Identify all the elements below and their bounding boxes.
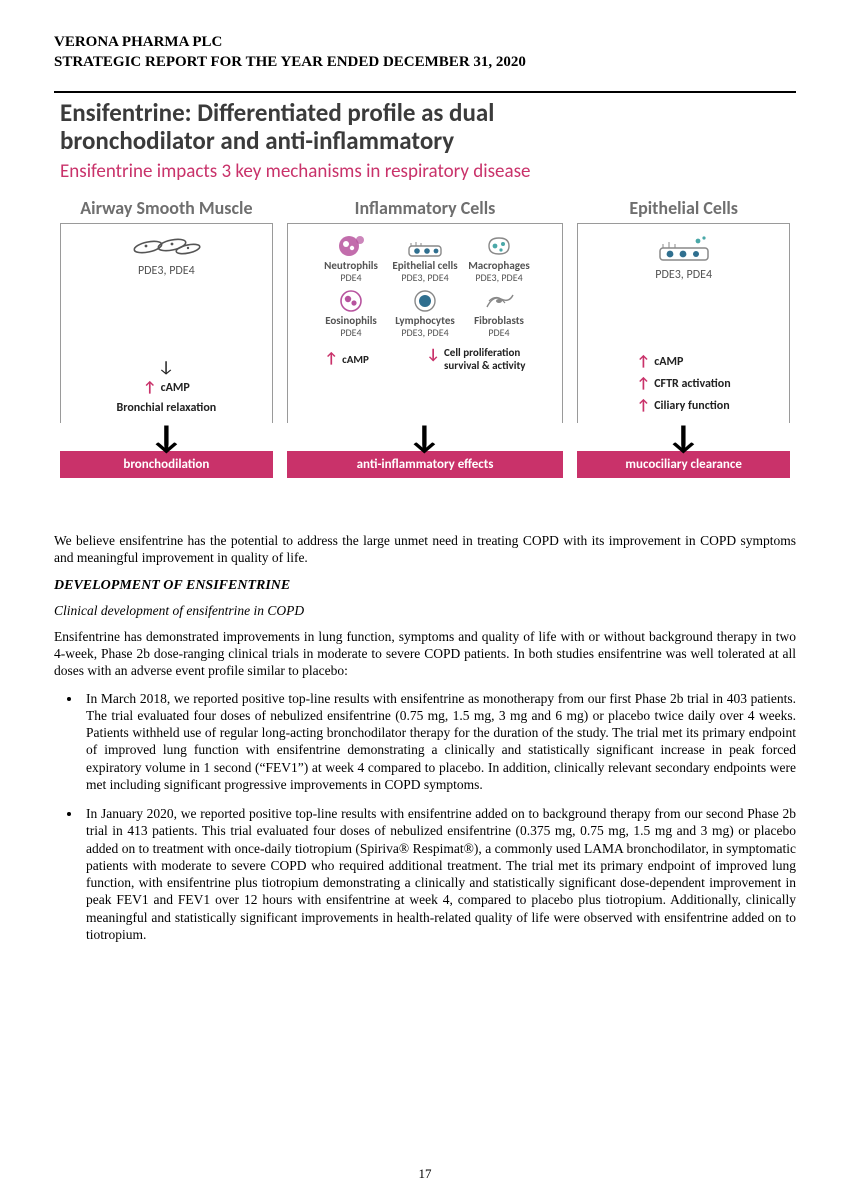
macrophages-item: Macrophages PDE3, PDE4 xyxy=(466,234,532,283)
col-title: Epithelial Cells xyxy=(629,197,738,219)
epithelial-icon xyxy=(407,234,443,258)
infographic-title: Ensifentrine: Differentiated profile as … xyxy=(60,99,790,157)
cell-row-2: Eosinophils PDE4 Lymphocytes PDE3, PDE4 … xyxy=(318,289,532,338)
infographic-subtitle: Ensifentrine impacts 3 key mechanisms in… xyxy=(60,160,790,183)
section-subheading: Clinical development of ensifentrine in … xyxy=(54,602,796,619)
col-airway-smooth-muscle: Airway Smooth Muscle PDE3, PDE4 ↓ xyxy=(60,197,273,478)
col-frame: PDE3, PDE4 ↓ ↑ cAMP Bronchial relaxation xyxy=(60,223,273,423)
fibroblasts-item: Fibroblasts PDE4 xyxy=(466,289,532,338)
fibroblast-icon xyxy=(483,289,515,313)
big-down-arrow-icon: ↓ xyxy=(666,428,701,448)
big-down-arrow-icon: ↓ xyxy=(407,428,442,448)
big-down-arrow-icon: ↓ xyxy=(149,428,184,448)
neutrophil-icon xyxy=(336,234,366,258)
page-number: 17 xyxy=(0,1166,850,1182)
section-heading: DEVELOPMENT OF ENSIFENTRINE xyxy=(54,577,796,595)
col-title: Airway Smooth Muscle xyxy=(80,197,252,219)
list-item: In January 2020, we reported positive to… xyxy=(82,805,796,943)
list-item: In March 2018, we reported positive top-… xyxy=(82,690,796,794)
mechanism-camp: ↑ cAMP xyxy=(325,346,369,372)
document-header: VERONA PHARMA PLC STRATEGIC REPORT FOR T… xyxy=(54,32,796,73)
col-epithelial-cells: Epithelial Cells PDE3, PDE4 ↑ cAMP ↑ CFT… xyxy=(577,197,790,478)
col-frame: PDE3, PDE4 ↑ cAMP ↑ CFTR activation ↑ Ci… xyxy=(577,223,790,423)
mechanism-proliferation: ↓ Cell proliferation survival & activity xyxy=(426,346,525,372)
macrophage-icon xyxy=(482,234,516,258)
mechanism-camp: ↑ cAMP xyxy=(637,353,684,371)
col-title: Inflammatory Cells xyxy=(355,197,496,219)
bullet-list: In March 2018, we reported positive top-… xyxy=(54,690,796,944)
pde-label: PDE3, PDE4 xyxy=(138,264,195,278)
down-arrow-icon: ↓ xyxy=(426,346,440,364)
epithelial-cells-icon xyxy=(656,234,712,264)
col-frame: Neutrophils PDE4 Epithelial cells PDE3, … xyxy=(287,223,564,423)
muscle-cells-icon xyxy=(126,234,206,260)
header-company: VERONA PHARMA PLC xyxy=(54,32,796,52)
up-arrow-icon: ↑ xyxy=(325,350,339,368)
up-arrow-icon: ↑ xyxy=(637,397,651,415)
paragraph: Ensifentrine has demonstrated improvemen… xyxy=(54,628,796,680)
mechanism-camp: ↑ cAMP xyxy=(143,379,190,397)
mechanism-cftr: ↑ CFTR activation xyxy=(637,375,731,393)
col-inflammatory-cells: Inflammatory Cells Neutrophils PDE4 Epit… xyxy=(287,197,564,478)
epithelial-item: Epithelial cells PDE3, PDE4 xyxy=(392,234,458,283)
pde-label: PDE3, PDE4 xyxy=(655,268,712,282)
down-arrow-icon: ↓ xyxy=(158,358,175,377)
mechanism-relaxation: Bronchial relaxation xyxy=(117,401,217,415)
infographic: Ensifentrine: Differentiated profile as … xyxy=(54,99,796,497)
paragraph: We believe ensifentrine has the potentia… xyxy=(54,532,796,567)
mechanism-ciliary: ↑ Ciliary function xyxy=(637,397,730,415)
eosinophil-icon xyxy=(337,289,365,313)
up-arrow-icon: ↑ xyxy=(637,353,651,371)
infographic-columns: Airway Smooth Muscle PDE3, PDE4 ↓ xyxy=(60,197,790,478)
mechanism-row: ↑ cAMP ↓ Cell proliferation survival & a… xyxy=(296,344,555,374)
eosinophils-item: Eosinophils PDE4 xyxy=(318,289,384,338)
lymphocyte-icon xyxy=(411,289,439,313)
body-text: We believe ensifentrine has the potentia… xyxy=(54,532,796,943)
up-arrow-icon: ↑ xyxy=(637,375,651,393)
divider xyxy=(54,91,796,93)
up-arrow-icon: ↑ xyxy=(143,379,157,397)
lymphocytes-item: Lymphocytes PDE3, PDE4 xyxy=(392,289,458,338)
cell-row-1: Neutrophils PDE4 Epithelial cells PDE3, … xyxy=(318,234,532,283)
neutrophils-item: Neutrophils PDE4 xyxy=(318,234,384,283)
header-report-title: STRATEGIC REPORT FOR THE YEAR ENDED DECE… xyxy=(54,52,796,72)
